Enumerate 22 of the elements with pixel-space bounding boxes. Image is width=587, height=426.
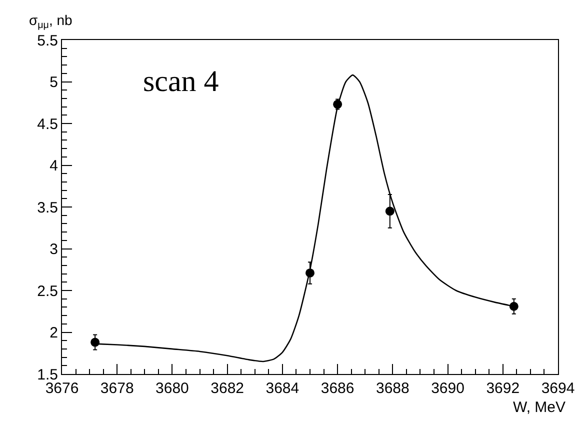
point: [90, 338, 100, 347]
y-tick-label: 2.5: [37, 282, 58, 300]
y-tick-label: 5.5: [37, 32, 58, 50]
point: [385, 206, 394, 216]
annotation: scan 4: [143, 65, 219, 98]
x-tick-label: 3680: [156, 380, 189, 397]
x-tick-label: 3682: [210, 380, 244, 397]
y-tick-label: 5: [50, 74, 58, 91]
y-tick-label: 4.5: [37, 116, 58, 133]
x-tick-label: 3688: [376, 380, 410, 397]
x-tick-label: 3686: [320, 380, 354, 397]
y-tick-label: 3: [50, 241, 58, 258]
y-axis-title: σ$_{μμ}$, nb: [29, 12, 73, 31]
x-axis-title: W, MeV: [513, 399, 566, 416]
y-tick-label: 4: [50, 158, 58, 174]
x-tick-label: 3692: [486, 380, 520, 397]
y-tick-label: 3.5: [37, 199, 58, 216]
x-tick-label: 3684: [266, 380, 300, 397]
x-tick-label: 3678: [100, 380, 134, 397]
x-tick-label: 3690: [431, 380, 464, 397]
y-tick-label: 2: [50, 324, 58, 342]
x-tick-label: 3694: [541, 380, 575, 397]
